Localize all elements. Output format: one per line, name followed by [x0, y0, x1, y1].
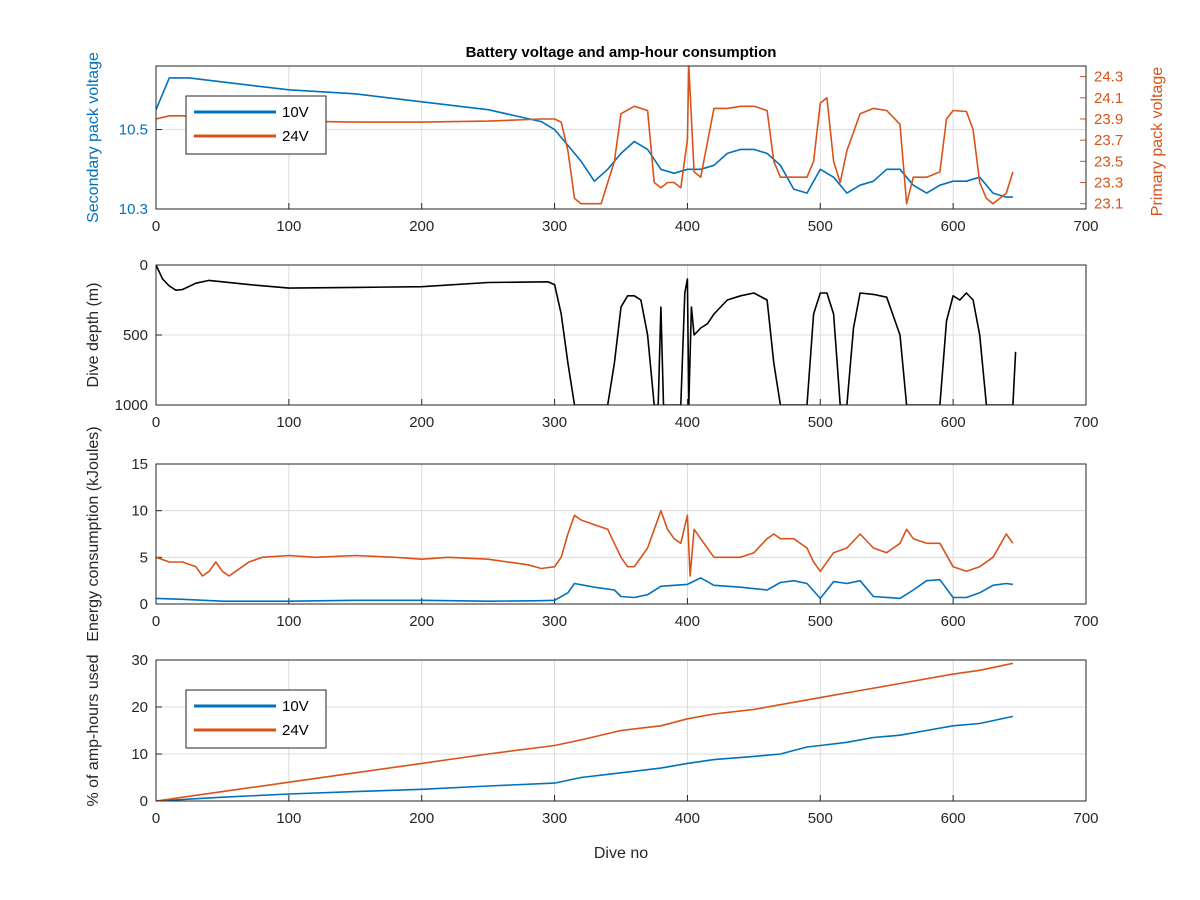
series-line-24v	[156, 66, 1014, 205]
y-tick-label: 10.5	[119, 122, 148, 139]
x-tick-label: 500	[808, 613, 833, 630]
figure-title: Battery voltage and amp-hour consumption	[466, 44, 777, 61]
y-tick-label: 15	[131, 456, 148, 473]
y-axis-label: Energy consumption (kJoules)	[85, 426, 102, 641]
series-line-24v	[156, 662, 1014, 801]
legend-label: 10V	[282, 698, 309, 715]
x-tick-label: 200	[409, 218, 434, 235]
x-tick-label: 0	[152, 810, 160, 827]
x-tick-label: 100	[276, 218, 301, 235]
x-tick-label: 300	[542, 613, 567, 630]
series-line-10v	[156, 77, 1013, 198]
y-tick-label: 5	[140, 549, 148, 566]
x-tick-label: 300	[542, 810, 567, 827]
y-axis-label: Dive depth (m)	[85, 283, 102, 388]
y-tick-label: 20	[131, 699, 148, 716]
y-tick-label: 0	[140, 257, 148, 274]
y-tick-label: 0	[140, 596, 148, 613]
x-tick-label: 700	[1073, 613, 1098, 630]
x-tick-label: 400	[675, 414, 700, 431]
x-tick-label: 200	[409, 613, 434, 630]
legend-label: 24V	[282, 128, 309, 145]
y2-axis-label: Primary pack voltage	[1149, 67, 1166, 216]
legend-box	[185, 95, 327, 155]
y-axis-label: Secondary pack voltage	[85, 52, 102, 223]
x-tick-label: 0	[152, 414, 160, 431]
x-tick-label: 100	[276, 810, 301, 827]
x-tick-label: 100	[276, 613, 301, 630]
y2-tick-label: 23.3	[1094, 175, 1123, 192]
y-tick-label: 0	[140, 793, 148, 810]
axes-box	[155, 65, 1087, 210]
y-tick-label: 30	[131, 652, 148, 669]
axes-box	[155, 659, 1087, 802]
y-tick-label: 10	[131, 503, 148, 520]
y-tick-label: 10	[131, 746, 148, 763]
x-tick-label: 0	[152, 218, 160, 235]
x-tick-label: 600	[941, 613, 966, 630]
series-line-depth	[156, 265, 1017, 405]
x-tick-label: 100	[276, 414, 301, 431]
x-tick-label: 500	[808, 218, 833, 235]
legend-box	[185, 689, 327, 749]
x-tick-label: 300	[542, 218, 567, 235]
panel-voltage: 0 100 200 300 400 500 600 700 10.3 10.5 23.1 23.3 23…	[85, 52, 1166, 235]
series-line-10v	[156, 715, 1014, 801]
x-tick-label: 0	[152, 613, 160, 630]
x-tick-label: 600	[941, 414, 966, 431]
x-tick-label: 400	[675, 218, 700, 235]
axes-box	[155, 463, 1087, 605]
series-line-24v	[156, 509, 1014, 577]
series-line-10v	[156, 577, 1014, 603]
x-tick-label: 500	[808, 810, 833, 827]
y-tick-label: 500	[123, 327, 148, 344]
x-axis-label: Dive no	[594, 845, 648, 862]
x-tick-label: 300	[542, 414, 567, 431]
legend-label: 24V	[282, 722, 309, 739]
y2-tick-label: 24.3	[1094, 69, 1123, 86]
y2-tick-label: 23.9	[1094, 111, 1123, 128]
x-tick-label: 200	[409, 414, 434, 431]
plot-area	[156, 464, 1086, 604]
x-tick-label: 700	[1073, 218, 1098, 235]
panel-depth: 0 100 200 300 400 500 600 700 0 500 1000 Dive depth…	[85, 257, 1099, 431]
x-tick-label: 400	[675, 613, 700, 630]
legend-label: 10V	[282, 104, 309, 121]
panel-amphours: 0 100 200 300 400 500 600 700 0 10 20 30 % of amp-ho…	[85, 652, 1099, 862]
y-axis-label: % of amp-hours used	[85, 654, 102, 806]
subplots: 0 100 200 300 400 500 600 70010.310.523.123.323…	[85, 52, 1166, 862]
y2-tick-label: 23.5	[1094, 153, 1123, 170]
x-tick-label: 400	[675, 810, 700, 827]
y-tick-label: 1000	[115, 397, 148, 414]
axes-box	[155, 264, 1087, 406]
x-tick-label: 600	[941, 810, 966, 827]
x-tick-label: 700	[1073, 414, 1098, 431]
x-tick-label: 700	[1073, 810, 1098, 827]
y2-tick-label: 23.1	[1094, 196, 1123, 213]
x-tick-label: 600	[941, 218, 966, 235]
x-tick-label: 200	[409, 810, 434, 827]
y-tick-label: 10.3	[119, 201, 148, 218]
y2-tick-label: 23.7	[1094, 132, 1123, 149]
y2-tick-label: 24.1	[1094, 90, 1123, 107]
panel-energy: 0 100 200 300 400 500 600 700 0 5 10 15 Energy consu…	[85, 426, 1099, 641]
x-tick-label: 500	[808, 414, 833, 431]
